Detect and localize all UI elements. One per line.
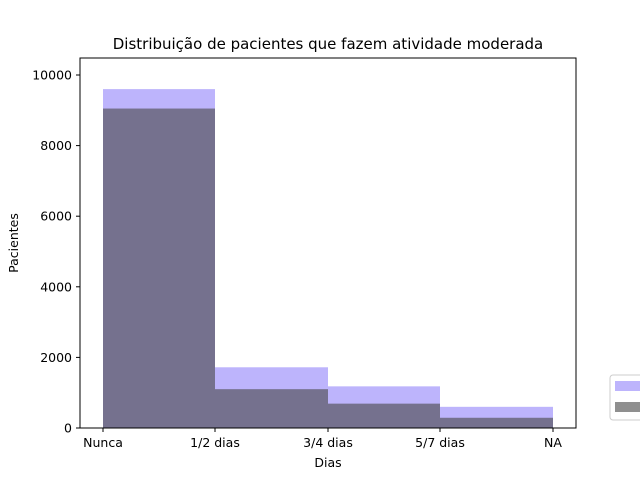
y-axis: 0 2000 4000 6000 8000 10000: [32, 68, 80, 436]
y-tick-label: 8000: [40, 138, 72, 153]
legend-swatch-series1: [615, 381, 640, 391]
legend: [609, 374, 640, 421]
y-tick-label: 0: [64, 421, 72, 436]
x-axis: Nunca 1/2 dias 3/4 dias 5/7 dias NA: [83, 428, 562, 450]
x-tick-label: 3/4 dias: [303, 435, 353, 450]
x-tick-label: Nunca: [83, 435, 123, 450]
x-tick-label: 1/2 dias: [190, 435, 240, 450]
legend-swatch-series2: [615, 402, 640, 412]
bar-series2-1: [103, 108, 215, 428]
y-tick-label: 2000: [40, 350, 72, 365]
y-tick-label: 6000: [40, 209, 72, 224]
bar-series2-4: [440, 417, 553, 428]
chart-title: Distribuição de pacientes que fazem ativ…: [113, 35, 544, 53]
y-axis-label: Pacientes: [6, 213, 21, 273]
bars-layer: [103, 89, 553, 429]
x-tick-label: NA: [544, 435, 562, 450]
bar-series2-3: [328, 403, 440, 428]
x-axis-label: Dias: [314, 455, 341, 470]
y-tick-label: 10000: [32, 68, 72, 83]
y-tick-label: 4000: [40, 279, 72, 294]
bar-series2-2: [215, 389, 328, 428]
x-tick-label: 5/7 dias: [415, 435, 465, 450]
